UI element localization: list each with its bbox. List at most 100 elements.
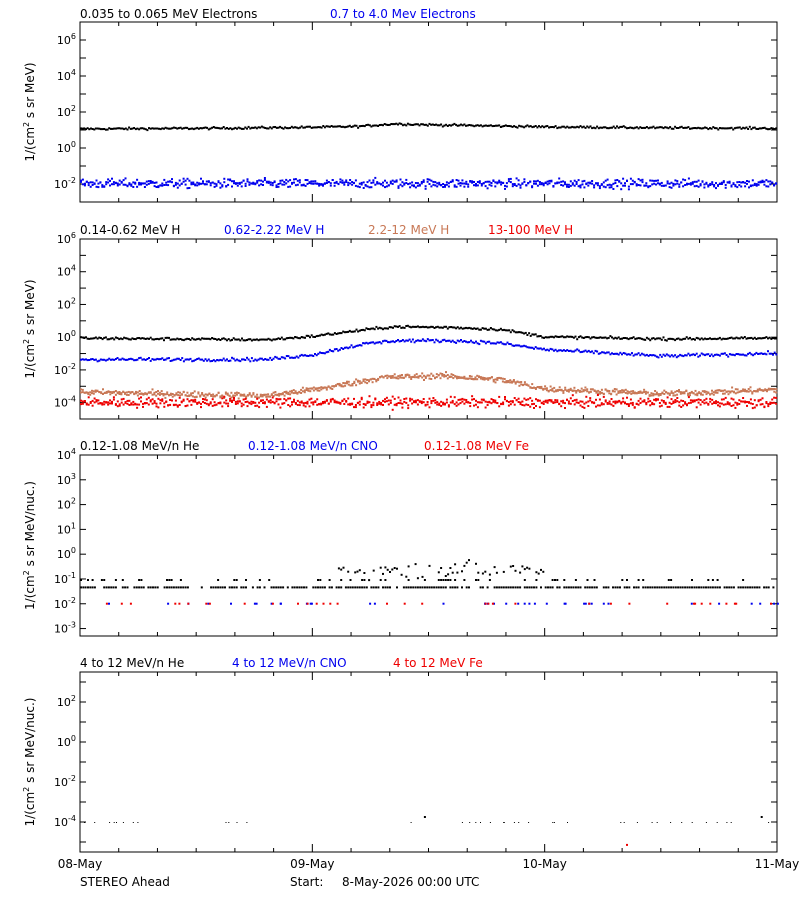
data-point xyxy=(304,336,306,339)
legend-2-3: 2.2-12 MeV H xyxy=(368,223,449,237)
data-point xyxy=(333,332,336,335)
data-point xyxy=(531,346,534,349)
data-point xyxy=(397,339,399,341)
data-point xyxy=(571,125,574,128)
data-point xyxy=(421,586,424,589)
data-point xyxy=(577,185,580,188)
data-point xyxy=(232,337,235,340)
data-point xyxy=(682,337,685,340)
y-tick-label: 101 xyxy=(57,521,76,536)
data-point xyxy=(479,328,482,331)
data-point xyxy=(470,378,473,380)
data-point xyxy=(549,126,552,129)
y-tick-label: 10-3 xyxy=(54,621,76,636)
data-point xyxy=(705,182,708,185)
data-point xyxy=(217,586,220,589)
data-point xyxy=(136,403,139,406)
data-point xyxy=(261,394,264,396)
data-point xyxy=(594,349,597,352)
data-point xyxy=(189,357,192,360)
data-point xyxy=(299,337,302,340)
data-point xyxy=(643,400,646,403)
data-point xyxy=(694,602,697,605)
data-point xyxy=(116,405,119,408)
data-point xyxy=(681,391,684,394)
data-point xyxy=(442,579,445,581)
data-point xyxy=(644,354,647,357)
data-point xyxy=(564,388,567,391)
data-point xyxy=(608,392,611,395)
data-point xyxy=(626,390,629,393)
data-point xyxy=(682,178,685,181)
data-point xyxy=(695,586,698,589)
data-point xyxy=(330,333,333,336)
data-point xyxy=(682,127,685,129)
data-point xyxy=(442,586,445,589)
data-point xyxy=(753,336,756,339)
data-point xyxy=(360,398,363,401)
data-point xyxy=(614,586,617,589)
data-point xyxy=(244,397,247,400)
data-point xyxy=(259,393,262,396)
data-point xyxy=(317,126,320,129)
data-point xyxy=(685,354,688,357)
data-point xyxy=(252,182,255,185)
data-point xyxy=(81,402,84,405)
data-point xyxy=(135,392,137,395)
data-point xyxy=(399,178,402,181)
data-point xyxy=(687,177,690,180)
data-point xyxy=(372,569,375,572)
data-point xyxy=(491,328,494,331)
data-point xyxy=(159,184,162,187)
data-point xyxy=(533,407,535,409)
data-point xyxy=(188,400,191,403)
data-point xyxy=(420,123,423,126)
data-point xyxy=(476,327,479,330)
data-point xyxy=(101,184,104,187)
data-point xyxy=(747,128,750,130)
data-point xyxy=(693,185,696,188)
data-point xyxy=(490,182,493,184)
data-point xyxy=(627,188,630,191)
data-point xyxy=(140,182,142,185)
data-point xyxy=(158,393,161,396)
data-point xyxy=(581,126,584,129)
data-point xyxy=(391,376,394,379)
data-point xyxy=(305,334,308,337)
data-point xyxy=(322,183,324,186)
data-point xyxy=(400,326,403,329)
data-point xyxy=(368,380,370,383)
data-point xyxy=(424,185,427,188)
data-point xyxy=(202,337,205,340)
data-point xyxy=(260,338,263,341)
data-point xyxy=(744,390,746,393)
data-point xyxy=(726,402,729,405)
data-point xyxy=(176,127,179,130)
data-point xyxy=(175,586,178,589)
data-point xyxy=(639,397,642,400)
data-point xyxy=(574,579,577,581)
data-point xyxy=(696,392,699,395)
data-point xyxy=(246,394,249,397)
data-point xyxy=(662,336,665,339)
data-point xyxy=(371,381,374,384)
data-point xyxy=(549,586,552,589)
y-tick-label: 106 xyxy=(57,231,76,246)
data-point xyxy=(536,179,539,182)
data-point xyxy=(601,126,604,129)
data-point xyxy=(251,586,254,589)
data-point xyxy=(678,404,681,407)
data-point xyxy=(600,403,603,406)
data-point xyxy=(87,393,90,396)
data-point xyxy=(320,386,323,389)
data-point xyxy=(664,184,667,187)
data-point xyxy=(446,125,449,127)
data-point xyxy=(344,382,347,385)
data-point xyxy=(660,181,663,184)
data-point xyxy=(206,359,209,362)
data-point xyxy=(278,394,281,397)
data-point xyxy=(672,586,675,589)
data-point xyxy=(387,403,390,406)
data-point xyxy=(740,390,743,393)
data-point xyxy=(199,394,202,397)
